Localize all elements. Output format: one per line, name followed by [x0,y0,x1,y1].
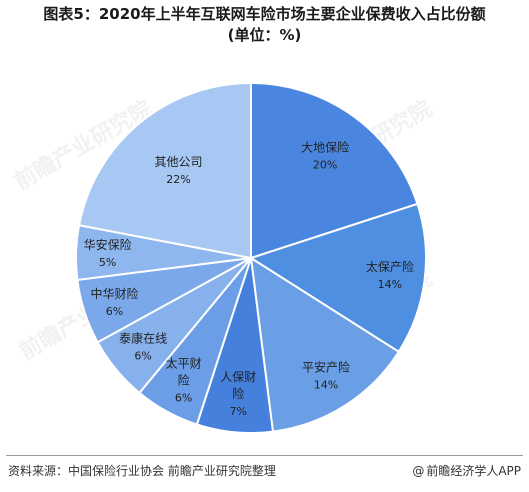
slice-label: 泰康在线 [119,331,167,346]
footer-divider [6,455,523,456]
slice-value-label: 6% [175,392,192,405]
slice-label: 人保财 [220,370,256,384]
slice-label: 华安保险 [84,237,132,252]
slice-value-label: 22% [166,173,190,186]
slice-value-label: 20% [313,159,337,172]
brand-name: 前瞻经济学人APP [426,464,521,478]
chart-title-block: 图表5：2020年上半年互联网车险市场主要企业保费收入占比份额 (单位：%) [0,4,529,46]
slice-value-label: 6% [106,305,123,318]
slice-value-label: 14% [314,379,338,392]
slice-value-label: 14% [378,278,402,291]
footer-brand: @ 前瞻经济学人APP [412,462,521,479]
pie-slice [77,81,252,260]
slice-label: 太保产险 [366,259,414,274]
pie-slice [248,202,427,354]
slice-label: 中华财险 [90,286,138,301]
slice-label: 大地保险 [301,140,349,155]
at-icon: @ [412,463,425,478]
slice-label: 险 [232,386,244,401]
slice-value-label: 7% [229,405,246,418]
slice-value-label: 6% [134,350,151,363]
pie-slices [75,81,427,434]
chart-subtitle: (单位：%) [227,26,302,44]
chart-title: 图表5：2020年上半年互联网车险市场主要企业保费收入占比份额 [43,5,486,23]
slice-label: 平安产险 [302,360,350,375]
source-note: 资料来源：中国保险行业协会 前瞻产业研究院整理 [8,464,276,478]
slice-value-label: 5% [99,256,116,269]
slice-label: 太平财 [166,356,202,371]
pie-slice [250,81,419,260]
slice-label: 险 [178,373,190,388]
pie-slice [249,256,401,433]
pie-labels: 大地保险20%太保产险14%平安产险14%人保财险7%太平财险6%泰康在线6%中… [84,140,414,418]
slice-label: 其他公司 [154,155,202,169]
